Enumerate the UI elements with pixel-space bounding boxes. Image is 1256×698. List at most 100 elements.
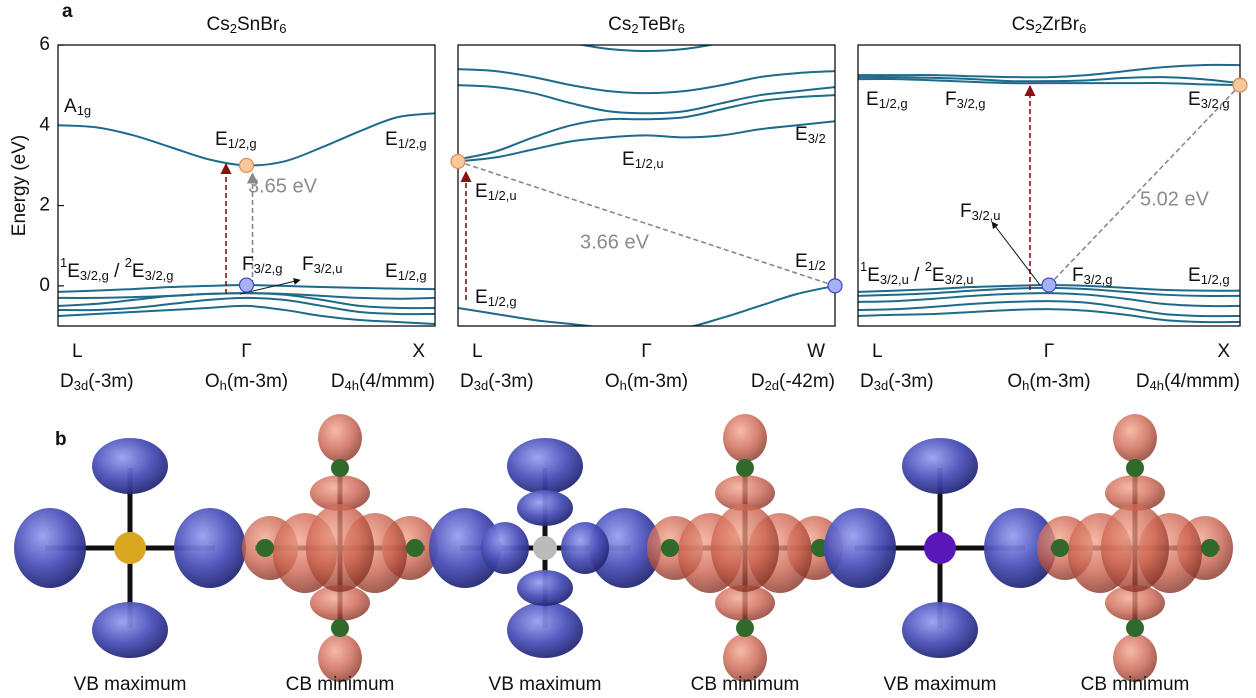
x-tick-label: Γ [241,341,251,362]
orbital-lobe [92,438,168,494]
x-tick-label: X [1217,341,1230,362]
panel-title-part: SnBr [237,14,280,35]
panel-title-sub: 6 [678,21,685,36]
band-label-part: E [1188,265,1201,286]
band [858,63,1240,79]
y-tick-label: 2 [39,195,50,216]
panel-title: Cs2TeBr6 [608,14,685,36]
point-group-part: D [860,371,874,392]
band-label-sub: 1/2,g [879,96,908,111]
band-label-part: E [67,261,80,282]
band-label-part: E [475,287,488,308]
band-label-sup: 2 [925,259,932,274]
band-label-part: / [909,265,925,286]
gap-label: 3.65 eV [248,175,318,197]
gap-arrow [1048,84,1241,286]
band-label: E3/2 [795,124,826,146]
band-label-sub: 1/2,u [488,188,517,203]
vbm-marker [827,278,843,294]
caption: VB maximum [74,674,187,695]
orbital-lobe [14,508,86,588]
band-label: E1/2,u [475,181,517,203]
point-group: D3d(-3m) [860,371,934,393]
panel-title-sub: 6 [1079,21,1086,36]
orbital-render [1037,414,1233,682]
panel-title-part: TeBr [639,14,679,35]
orbital-lobe [310,475,370,511]
panel-title: Cs2ZrBr6 [1012,14,1087,36]
band-label-part: E [1188,89,1201,110]
point-group-part: O [205,371,220,392]
band-label-part: / [109,261,125,282]
point-group-part: (m-3m) [627,371,688,392]
band-label: E1/2,u [622,149,664,171]
orbital-lobe [715,475,775,511]
orbital-lobe [723,414,767,462]
point-group-sub: 4h [345,378,359,393]
band-label: E1/2,g [1188,265,1230,287]
band-label-sup: 1 [60,255,67,270]
band-label-part: F [242,254,254,275]
orbital-lobe [517,570,573,606]
orbital-lobe [1105,585,1165,621]
band-label-part: F [1072,265,1084,286]
point-group-sub: 4h [1150,378,1164,393]
atom [736,619,754,637]
band-label: E1/2 [795,251,826,273]
band-label-part: E [215,129,228,150]
band-label-part: A [64,96,77,117]
point-group: D4h(4/mmm) [331,371,435,393]
point-group: D2d(-42m) [751,371,835,393]
orbital-lobe [517,490,573,526]
band-label-sub: 3/2,u [314,261,343,276]
y-tick-label: 0 [39,275,50,296]
band-label-sub: 1/2,g [228,136,257,151]
orbital-lobe [310,585,370,621]
x-tick-label: L [72,341,83,362]
orbital-lobe [507,602,583,658]
band-label: F3/2,g [1072,265,1113,287]
point-group-part: D [1136,371,1150,392]
orbital-render [647,414,843,682]
band-label-part: F [945,89,957,110]
band-label: F3/2,g [242,254,283,276]
panel-title-part: Cs [207,14,230,35]
caption: CB minimum [286,674,395,695]
orbital-render [14,438,246,658]
band [458,94,835,161]
orbital-lobe [984,508,1056,588]
plot-frame [457,44,836,327]
point-group-part: (4/mmm) [359,371,435,392]
band [458,84,835,115]
band-label-part: E [932,265,945,286]
panel-title-sub: 2 [230,21,237,36]
band-label: E1/2,g [866,89,908,111]
band [577,45,716,53]
atom [114,532,146,564]
band-label-sub: 3/2,g [1084,272,1113,287]
point-group-part: (-42m) [779,371,835,392]
orbital-lobe [306,504,374,592]
x-tick-label: X [412,341,425,362]
point-group: Oh(m-3m) [1007,371,1090,393]
point-group: D3d(-3m) [460,371,534,393]
band-label-sub: 3/2,u [880,272,909,287]
point-group-part: D [60,371,74,392]
orbital-lobe [902,438,978,494]
atom [1126,459,1144,477]
x-tick-label: W [807,341,825,362]
point-group: Oh(m-3m) [605,371,688,393]
orbital-lobe [902,602,978,658]
band-label: F3/2,g [945,89,986,111]
atom [331,459,349,477]
cbm-marker [238,157,255,174]
point-group-part: O [605,371,620,392]
band [458,120,835,163]
orbital-lobe [318,634,362,682]
band-label-sub: 3/2,g [1201,96,1230,111]
cbm-marker [1232,77,1248,93]
band-label-sub: 3/2 [808,131,826,146]
band [58,296,435,316]
band-label-sub: 1/2,g [1201,272,1230,287]
y-axis-label: Energy (eV) [9,135,30,236]
